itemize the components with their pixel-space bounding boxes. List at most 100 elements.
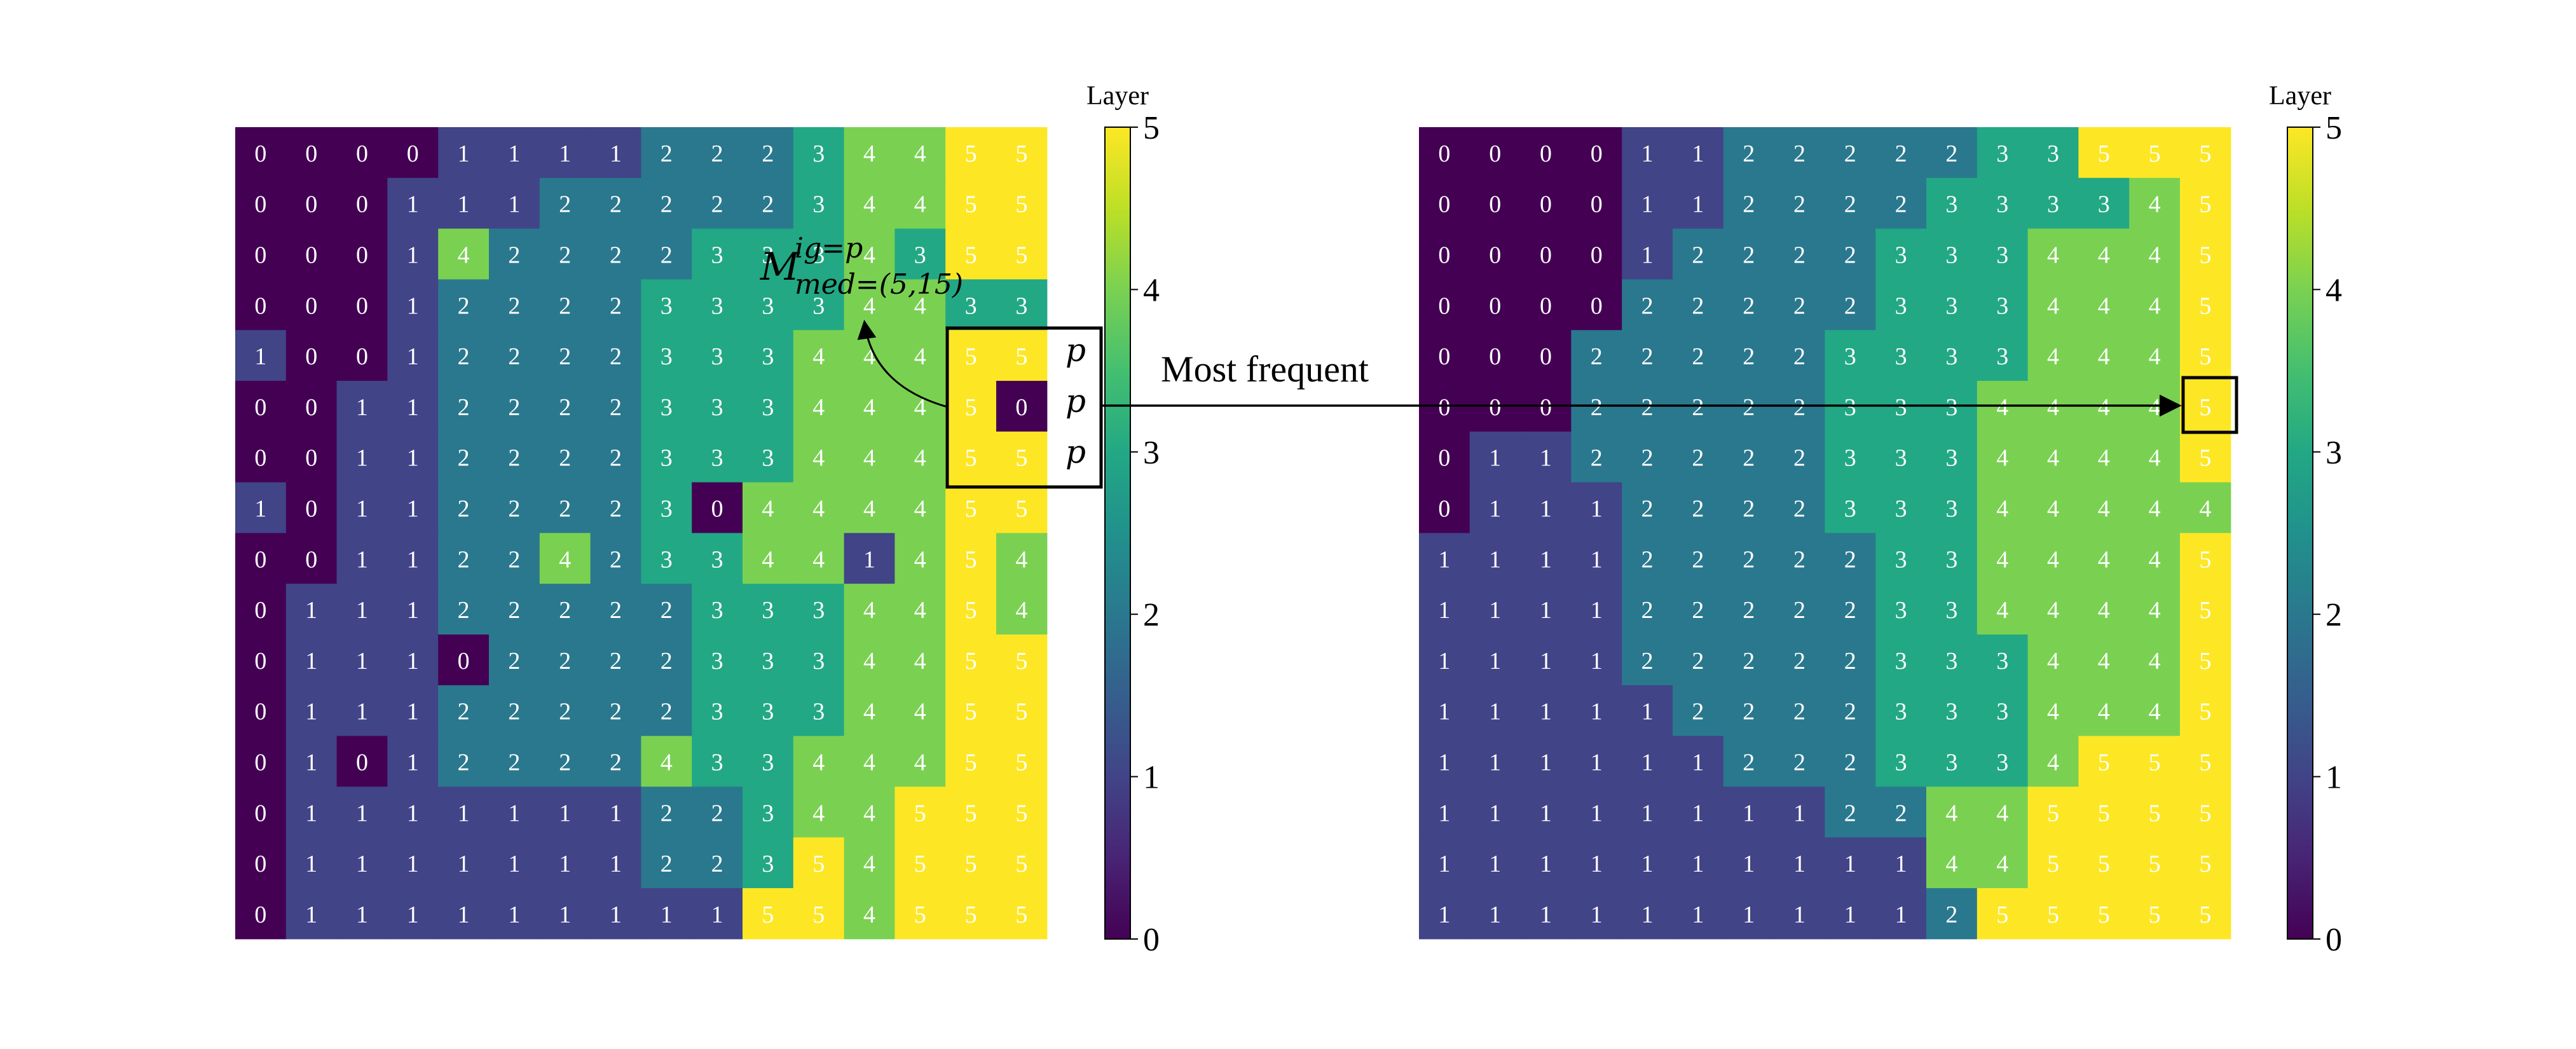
left-heatmap-cell-label: 4: [863, 496, 875, 523]
left-heatmap-cell-label: 1: [407, 699, 419, 725]
right-heatmap-cell-label: 0: [1591, 141, 1603, 167]
left-heatmap-cell: [894, 786, 946, 838]
left-heatmap-cell: [894, 888, 946, 940]
left-heatmap-cell-label: 5: [812, 902, 825, 928]
left-heatmap-cell-label: 4: [914, 597, 926, 624]
left-heatmap-cell: [996, 685, 1048, 737]
right-heatmap-cell: [2129, 482, 2181, 533]
left-heatmap-cell-label: 3: [812, 191, 825, 218]
colorbar-right-title: Layer: [2269, 81, 2331, 111]
left-heatmap-cell-label: 3: [711, 343, 723, 370]
left-heatmap-cell-label: 4: [812, 445, 825, 472]
left-heatmap-cell-label: 0: [305, 394, 317, 421]
right-heatmap-cell-label: 5: [2149, 851, 2161, 877]
left-heatmap-cell: [336, 888, 388, 940]
left-heatmap-cell-label: 1: [305, 648, 317, 675]
right-heatmap-cell: [1622, 330, 1673, 381]
left-heatmap-cell-label: 2: [559, 648, 571, 675]
right-heatmap-cell-label: 4: [2047, 242, 2059, 269]
left-heatmap-cell: [641, 786, 692, 838]
left-heatmap-cell: [793, 888, 845, 940]
right-heatmap-cell: [2180, 634, 2231, 686]
right-heatmap-cell-label: 1: [1591, 902, 1603, 928]
left-heatmap-cell: [489, 177, 540, 230]
left-heatmap-cell: [539, 482, 591, 533]
right-heatmap-cell: [1419, 584, 1470, 635]
right-heatmap-cell-label: 5: [2047, 902, 2059, 928]
left-heatmap-cell: [235, 381, 287, 432]
right-heatmap-cell: [1469, 634, 1521, 686]
right-heatmap-cell: [1673, 177, 1724, 230]
left-heatmap-cell: [336, 837, 388, 889]
left-heatmap-cell: [743, 736, 794, 787]
left-heatmap-cell-label: 0: [356, 242, 368, 269]
right-heatmap-cell-label: 1: [1692, 800, 1704, 826]
right-heatmap-cell: [1622, 685, 1673, 737]
left-heatmap-cell-label: 1: [305, 800, 317, 826]
left-heatmap-cell: [743, 888, 794, 940]
left-heatmap-cell-label: 3: [762, 343, 774, 370]
left-heatmap-cell: [489, 228, 540, 280]
right-heatmap-cell-label: 4: [2149, 546, 2161, 573]
left-heatmap-cell: [590, 685, 641, 737]
right-heatmap-cell-label: 3: [1895, 597, 1907, 624]
right-heatmap-cell-label: 3: [1945, 496, 1957, 523]
right-heatmap-cell: [2078, 177, 2130, 230]
right-heatmap-cell: [1774, 482, 1825, 533]
left-heatmap-cell: [285, 330, 338, 381]
right-heatmap-cell-label: 0: [1489, 343, 1501, 370]
right-heatmap-cell-label: 1: [1438, 800, 1450, 826]
right-heatmap-cell: [2129, 533, 2181, 584]
left-heatmap-cell-label: 4: [863, 445, 875, 472]
right-heatmap-cell: [1419, 279, 1470, 331]
left-heatmap-cell: [590, 634, 641, 686]
left-heatmap-cell: [336, 127, 388, 179]
left-heatmap-cell: [996, 127, 1048, 179]
left-heatmap-cell-label: 3: [762, 292, 774, 319]
left-heatmap-cell-label: 5: [812, 851, 825, 877]
left-heatmap-cell-label: 2: [458, 750, 470, 776]
right-heatmap-cell-label: 1: [1489, 851, 1501, 877]
right-heatmap-cell: [1673, 127, 1724, 179]
right-heatmap-cell: [1673, 330, 1724, 381]
right-heatmap-cell: [1622, 584, 1673, 635]
right-heatmap-cell-label: 3: [1945, 445, 1957, 472]
left-heatmap-cell-label: 4: [863, 699, 875, 725]
right-heatmap-cell: [1926, 228, 1978, 280]
right-heatmap-cell: [1977, 533, 2029, 584]
left-heatmap-cell-label: 2: [458, 343, 470, 370]
left-heatmap-cell-label: 2: [508, 242, 520, 269]
left-heatmap-cell-label: 1: [305, 699, 317, 725]
left-heatmap-cell: [336, 736, 388, 787]
left-heatmap-cell-label: 2: [559, 394, 571, 421]
right-heatmap-cell: [2078, 533, 2130, 584]
right-heatmap-cell: [1723, 736, 1775, 787]
left-heatmap-cell-label: 0: [254, 242, 266, 269]
right-heatmap-cell: [1875, 786, 1927, 838]
left-heatmap-cell: [996, 634, 1048, 686]
right-heatmap-cell-label: 3: [1844, 445, 1856, 472]
right-heatmap-cell-label: 1: [1591, 546, 1603, 573]
left-heatmap-cell-label: 2: [711, 141, 723, 167]
right-heatmap-cell: [1723, 127, 1775, 179]
right-heatmap-cell-label: 4: [1996, 445, 2008, 472]
right-heatmap-cell: [2180, 786, 2231, 838]
right-heatmap-cell: [1977, 584, 2029, 635]
left-heatmap-cell-label: 0: [356, 750, 368, 776]
right-heatmap-cell-label: 4: [1996, 496, 2008, 523]
left-heatmap-cell: [590, 279, 641, 331]
left-heatmap-cell: [692, 533, 743, 584]
right-heatmap-cell: [1571, 279, 1622, 331]
left-heatmap-cell: [793, 431, 845, 483]
left-heatmap-cell-label: 3: [711, 394, 723, 421]
colorbar-left-title: Layer: [1086, 81, 1149, 111]
left-heatmap-cell-label: 1: [559, 800, 571, 826]
right-heatmap-cell-label: 4: [1996, 597, 2008, 624]
left-heatmap-cell-label: 2: [508, 394, 520, 421]
right-heatmap-cell: [1520, 685, 1572, 737]
right-heatmap-cell-label: 0: [1489, 191, 1501, 218]
right-heatmap-cell: [1825, 685, 1876, 737]
window-symbol-middle: p: [1065, 383, 1086, 420]
right-heatmap-cell-label: 2: [1641, 648, 1654, 675]
left-heatmap-cell-label: 2: [661, 800, 673, 826]
